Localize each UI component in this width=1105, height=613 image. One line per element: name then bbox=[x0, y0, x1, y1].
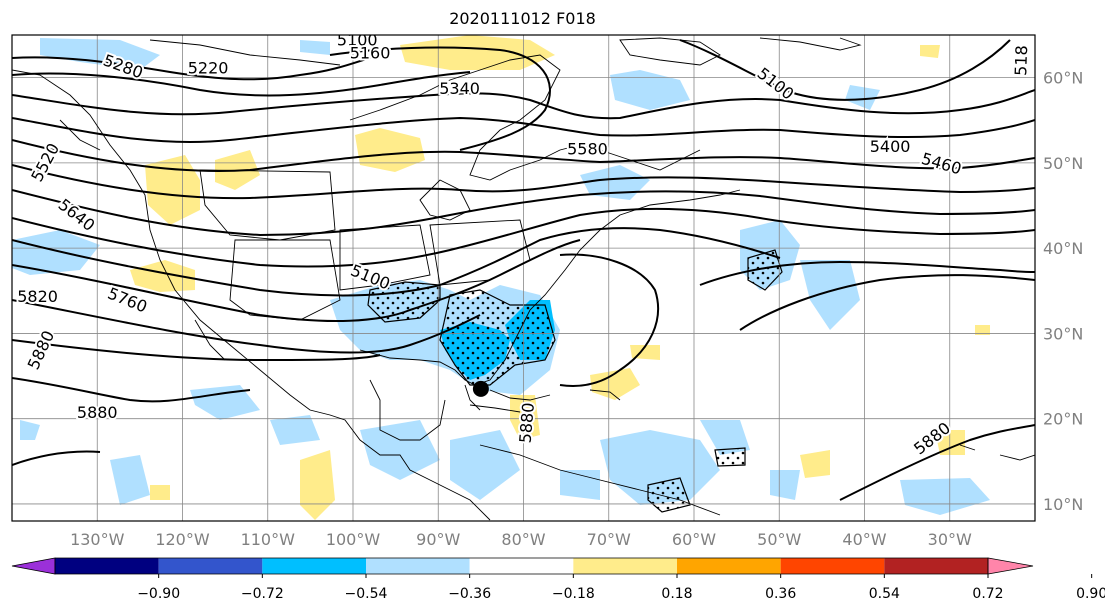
longitude-label: 120°W bbox=[155, 530, 210, 549]
contour-label: 5880 bbox=[24, 328, 58, 373]
colorbar-tick-label: −0.90 bbox=[137, 586, 180, 602]
colorbar-segment bbox=[781, 558, 885, 574]
longitude-label: 70°W bbox=[587, 530, 631, 549]
colorbar-extend-high bbox=[988, 558, 1033, 574]
contour-label: 5340 bbox=[439, 79, 480, 98]
latitude-label: 40°N bbox=[1043, 239, 1083, 258]
longitude-labels: 130°W 120°W 110°W 100°W 90°W 80°W 70°W 60°W 50°W… bbox=[70, 530, 972, 549]
colorbar-tick-label: −0.72 bbox=[241, 586, 284, 602]
colorbar-segment bbox=[159, 558, 263, 574]
colorbar bbox=[12, 558, 1033, 574]
colorbar-segment bbox=[55, 558, 159, 574]
latitude-label: 50°N bbox=[1043, 154, 1083, 173]
contour-label: 5400 bbox=[870, 137, 911, 156]
latitude-label: 30°N bbox=[1043, 324, 1083, 343]
longitude-label: 110°W bbox=[241, 530, 296, 549]
latitude-label: 10°N bbox=[1043, 495, 1083, 514]
colorbar-segment bbox=[470, 558, 574, 574]
colorbar-tick-label: −0.54 bbox=[345, 586, 388, 602]
colorbar-segment bbox=[573, 558, 677, 574]
colorbar-tick-label: 0.90 bbox=[1076, 586, 1105, 602]
contour-label: 5520 bbox=[27, 140, 63, 185]
positive-anomaly-shading bbox=[130, 35, 990, 520]
colorbar-segment bbox=[366, 558, 470, 574]
colorbar-segment bbox=[884, 558, 988, 574]
longitude-label: 100°W bbox=[326, 530, 381, 549]
contour-label: 5220 bbox=[188, 59, 229, 78]
longitude-label: 40°W bbox=[842, 530, 886, 549]
contour-label: 5460 bbox=[919, 149, 963, 178]
storm-center-marker bbox=[473, 381, 489, 397]
colorbar-segment bbox=[677, 558, 781, 574]
contour-label: 5880 bbox=[77, 403, 118, 422]
colorbar-segment bbox=[262, 558, 366, 574]
colorbar-tick-label: 0.18 bbox=[661, 586, 692, 602]
contour-label: 518 bbox=[1011, 45, 1031, 76]
longitude-label: 130°W bbox=[70, 530, 125, 549]
colorbar-tick-label: 0.72 bbox=[972, 586, 1003, 602]
contour-label: 5580 bbox=[567, 140, 608, 159]
latitude-label: 60°N bbox=[1043, 69, 1083, 88]
longitude-label: 60°W bbox=[672, 530, 716, 549]
colorbar-tick-label: −0.18 bbox=[552, 586, 595, 602]
contour-label: 5640 bbox=[55, 195, 99, 235]
contour-label: 5100 bbox=[754, 64, 798, 104]
longitude-label: 50°W bbox=[757, 530, 801, 549]
longitude-label: 80°W bbox=[501, 530, 545, 549]
colorbar-extend-low bbox=[12, 558, 55, 574]
contour-label: 5160 bbox=[350, 43, 391, 62]
colorbar-tick-label: 0.54 bbox=[869, 586, 900, 602]
longitude-label: 90°W bbox=[416, 530, 460, 549]
longitude-label: 30°W bbox=[928, 530, 972, 549]
latitude-labels: 10°N 20°N 30°N 40°N 50°N 60°N bbox=[1043, 69, 1083, 514]
latitude-label: 20°N bbox=[1043, 410, 1083, 429]
colorbar-tick-label: −0.36 bbox=[448, 586, 491, 602]
colorbar-tick-label: 0.36 bbox=[765, 586, 796, 602]
colorbar-tick-labels: −0.90 −0.72 −0.54 −0.36 −0.18 0.18 0.36 0.54 0.7… bbox=[137, 574, 1105, 602]
contour-label: 5880 bbox=[516, 402, 538, 444]
contour-label: 5820 bbox=[17, 287, 58, 306]
